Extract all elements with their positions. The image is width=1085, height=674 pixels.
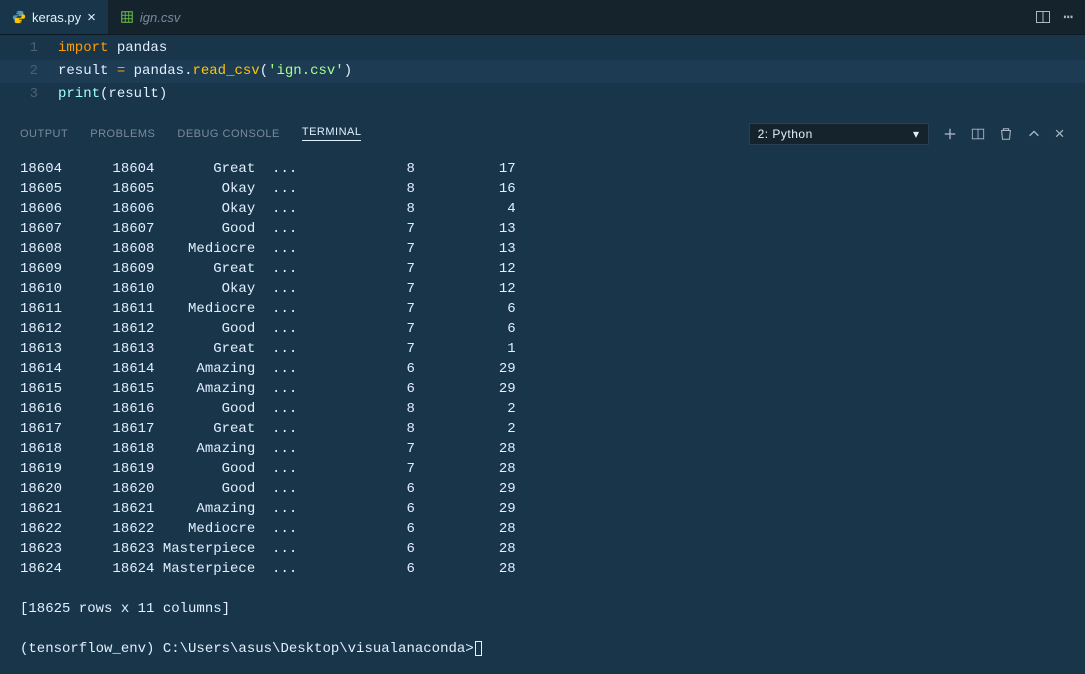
- line-number: 2: [0, 60, 58, 83]
- code-text: import pandas: [58, 37, 167, 60]
- tab-keras-py[interactable]: keras.py ×: [0, 0, 108, 34]
- terminal-row: 18622 18622 Mediocre ... 6 28: [20, 519, 1065, 539]
- kill-terminal-icon[interactable]: [999, 127, 1013, 141]
- python-file-icon: [12, 10, 26, 24]
- terminal-row: 18609 18609 Great ... 7 12: [20, 259, 1065, 279]
- terminal-row: 18618 18618 Amazing ... 7 28: [20, 439, 1065, 459]
- line-number: 3: [0, 83, 58, 106]
- terminal-prompt: (tensorflow_env) C:\Users\asus\Desktop\v…: [20, 641, 474, 657]
- terminal-prompt-line: (tensorflow_env) C:\Users\asus\Desktop\v…: [20, 639, 1065, 659]
- terminal-row: 18604 18604 Great ... 8 17: [20, 159, 1065, 179]
- terminal-selector[interactable]: 2: Python ▾: [749, 123, 929, 145]
- terminal-row: 18607 18607 Good ... 7 13: [20, 219, 1065, 239]
- panel-tab-debug[interactable]: DEBUG CONSOLE: [177, 128, 279, 140]
- code-editor[interactable]: 1 import pandas 2 result = pandas.read_c…: [0, 35, 1085, 116]
- new-terminal-icon[interactable]: [943, 127, 957, 141]
- more-actions-icon[interactable]: ⋯: [1063, 7, 1073, 27]
- terminal-row: 18623 18623 Masterpiece ... 6 28: [20, 539, 1065, 559]
- terminal-row: 18613 18613 Great ... 7 1: [20, 339, 1065, 359]
- terminal-row: 18606 18606 Okay ... 8 4: [20, 199, 1065, 219]
- close-icon[interactable]: ×: [87, 9, 96, 26]
- panel-tab-output[interactable]: OUTPUT: [20, 128, 68, 140]
- tab-label: keras.py: [32, 10, 81, 25]
- terminal-row: 18610 18610 Okay ... 7 12: [20, 279, 1065, 299]
- terminal-summary: [18625 rows x 11 columns]: [20, 599, 1065, 619]
- line-number: 1: [0, 37, 58, 60]
- split-editor-icon[interactable]: [1035, 9, 1051, 25]
- terminal-cursor: [475, 641, 482, 656]
- tab-label: ign.csv: [140, 10, 180, 25]
- tabs-actions: ⋯: [1023, 0, 1085, 34]
- terminal-row: 18624 18624 Masterpiece ... 6 28: [20, 559, 1065, 579]
- close-panel-icon[interactable]: ×: [1055, 124, 1065, 144]
- terminal-blank-line: [20, 619, 1065, 639]
- terminal-row: 18611 18611 Mediocre ... 7 6: [20, 299, 1065, 319]
- terminal-row: 18608 18608 Mediocre ... 7 13: [20, 239, 1065, 259]
- code-line: 3 print(result): [0, 83, 1085, 106]
- panel-tabs: OUTPUT PROBLEMS DEBUG CONSOLE TERMINAL 2…: [0, 116, 1085, 151]
- split-terminal-icon[interactable]: [971, 127, 985, 141]
- maximize-panel-icon[interactable]: [1027, 127, 1041, 141]
- code-line: 1 import pandas: [0, 37, 1085, 60]
- terminal-output[interactable]: 18604 18604 Great ... 8 1718605 18605 Ok…: [0, 151, 1085, 667]
- terminal-blank-line: [20, 579, 1065, 599]
- terminal-row: 18612 18612 Good ... 7 6: [20, 319, 1065, 339]
- code-text: result = pandas.read_csv('ign.csv'): [58, 60, 352, 83]
- panel-tab-terminal[interactable]: TERMINAL: [302, 126, 362, 141]
- terminal-row: 18615 18615 Amazing ... 6 29: [20, 379, 1065, 399]
- tab-ign-csv[interactable]: ign.csv: [108, 0, 192, 34]
- chevron-down-icon: ▾: [913, 127, 920, 141]
- terminal-selector-label: 2: Python: [758, 127, 813, 141]
- terminal-row: 18619 18619 Good ... 7 28: [20, 459, 1065, 479]
- terminal-data-rows: 18604 18604 Great ... 8 1718605 18605 Ok…: [20, 159, 1065, 579]
- panel-actions: 2: Python ▾ ×: [749, 123, 1065, 145]
- code-text: print(result): [58, 83, 167, 106]
- terminal-row: 18616 18616 Good ... 8 2: [20, 399, 1065, 419]
- terminal-row: 18621 18621 Amazing ... 6 29: [20, 499, 1065, 519]
- terminal-row: 18605 18605 Okay ... 8 16: [20, 179, 1065, 199]
- terminal-row: 18620 18620 Good ... 6 29: [20, 479, 1065, 499]
- editor-tabs-bar: keras.py × ign.csv ⋯: [0, 0, 1085, 35]
- terminal-row: 18617 18617 Great ... 8 2: [20, 419, 1065, 439]
- terminal-row: 18614 18614 Amazing ... 6 29: [20, 359, 1065, 379]
- panel-tab-problems[interactable]: PROBLEMS: [90, 128, 155, 140]
- code-line: 2 result = pandas.read_csv('ign.csv'): [0, 60, 1085, 83]
- csv-file-icon: [120, 10, 134, 24]
